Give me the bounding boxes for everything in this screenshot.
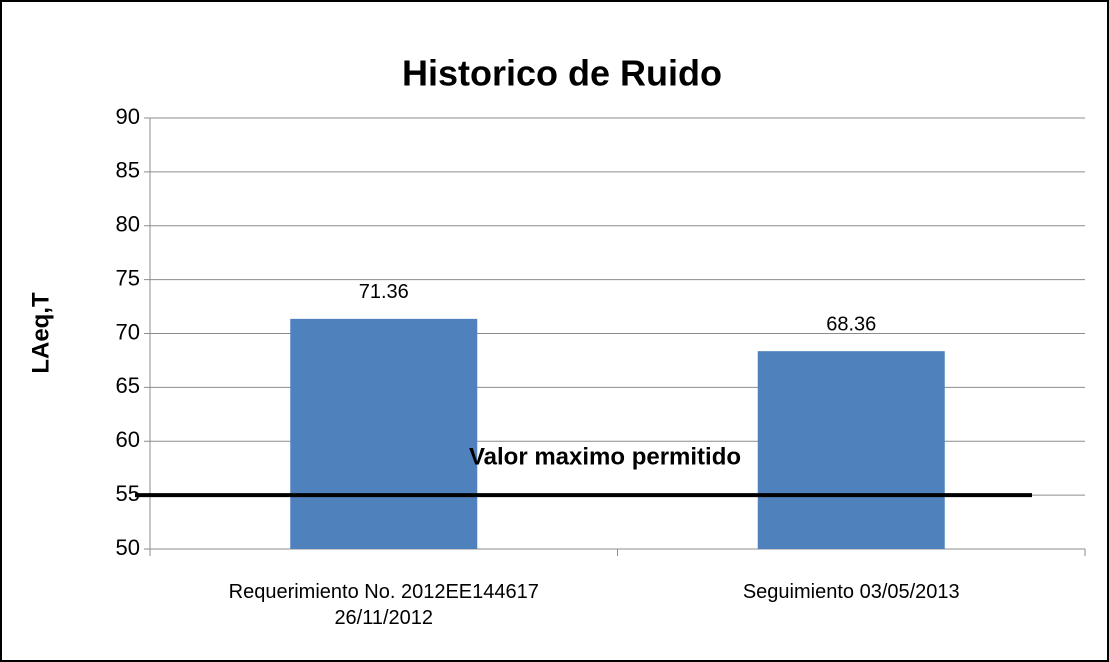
threshold-label: Valor maximo permitido bbox=[469, 443, 741, 470]
y-axis-label: LAeq,T bbox=[27, 292, 54, 374]
y-tick-label: 75 bbox=[116, 265, 140, 290]
y-tick-label: 85 bbox=[116, 158, 140, 183]
y-tick-label: 90 bbox=[116, 104, 140, 129]
value-label: 71.36 bbox=[359, 281, 409, 303]
y-tick-label: 50 bbox=[116, 535, 140, 560]
y-tick-label: 70 bbox=[116, 319, 140, 344]
bar bbox=[290, 318, 478, 549]
y-tick-label: 80 bbox=[116, 212, 140, 237]
x-tick-label: Seguimiento 03/05/2013 bbox=[742, 581, 960, 603]
x-tick-label: Requerimiento No. 2012EE144617 26/11/201… bbox=[228, 581, 539, 629]
bar bbox=[757, 351, 945, 549]
y-tick-label: 65 bbox=[116, 373, 140, 398]
y-tick-label: 60 bbox=[116, 427, 140, 452]
value-label: 68.36 bbox=[826, 313, 876, 335]
chart-title: Historico de Ruido bbox=[402, 53, 722, 94]
